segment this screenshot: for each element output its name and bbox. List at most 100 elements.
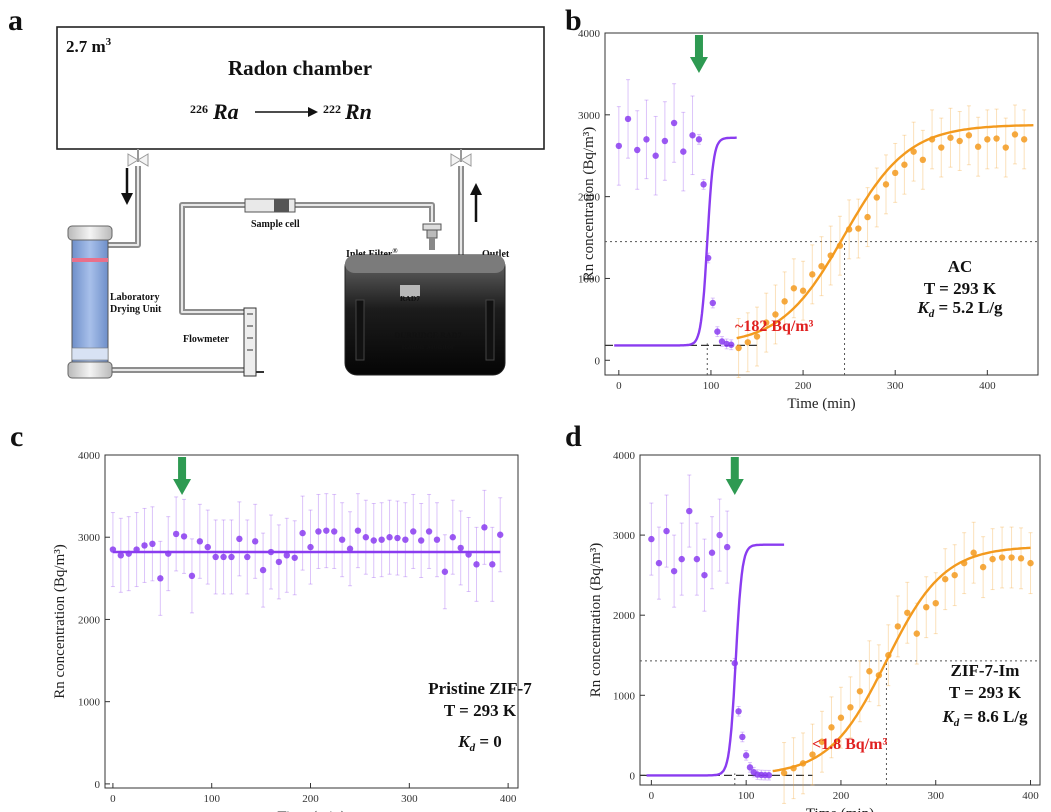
x-tick-label: 400	[500, 793, 517, 805]
x-tick-label: 100	[703, 380, 720, 392]
data-point	[742, 752, 750, 759]
y-tick-label: 0	[595, 355, 601, 367]
data-point	[386, 534, 393, 541]
panel-label-d: d	[565, 420, 582, 453]
green-arrow-head	[689, 57, 708, 73]
annotation-line: T = 293 K	[949, 683, 1022, 702]
data-point	[1008, 554, 1015, 561]
y-tick-label: 2000	[578, 192, 601, 204]
y-tick-label: 2000	[613, 610, 636, 622]
data-point	[901, 161, 908, 168]
annotation-line: Pristine ZIF-7	[428, 679, 532, 698]
data-point	[402, 536, 409, 543]
data-point	[701, 571, 708, 579]
data-point	[735, 708, 742, 715]
data-point	[818, 738, 826, 745]
data-point	[923, 603, 930, 611]
kd-subscript: d	[929, 308, 935, 320]
data-point	[670, 567, 678, 575]
data-point	[394, 534, 401, 542]
data-point	[780, 769, 788, 777]
data-point	[904, 609, 911, 616]
data-point	[765, 772, 773, 779]
data-point	[856, 688, 864, 695]
y-tick-label: 3000	[578, 110, 601, 122]
data-point	[809, 751, 816, 758]
green-arrow-icon	[689, 35, 708, 73]
data-point	[984, 136, 991, 143]
y-tick-label: 0	[630, 770, 636, 782]
data-point	[809, 271, 816, 278]
x-tick-label: 300	[927, 790, 944, 802]
green-arrow-shaft	[178, 457, 187, 481]
data-point	[847, 704, 854, 711]
data-point	[362, 534, 370, 541]
data-point	[188, 572, 196, 580]
data-point	[965, 132, 973, 139]
data-point	[648, 535, 655, 543]
data-point	[855, 225, 862, 232]
y-tick-label: 1000	[613, 690, 636, 702]
data-point	[180, 533, 188, 540]
data-point	[828, 724, 835, 731]
data-point	[993, 135, 1000, 142]
data-point	[678, 555, 685, 563]
data-point	[634, 146, 641, 154]
data-point	[724, 543, 731, 551]
data-point	[919, 156, 927, 164]
data-point	[728, 341, 735, 348]
data-point	[354, 527, 362, 534]
data-point	[947, 134, 954, 141]
data-point	[998, 554, 1006, 561]
data-point	[141, 542, 148, 549]
kd-annotation: Kd = 5.2 L/g	[916, 298, 1003, 320]
data-point	[979, 563, 987, 571]
data-point	[624, 115, 632, 123]
data-point	[956, 137, 963, 145]
kd-value: = 5.2 L/g	[934, 298, 1003, 317]
y-tick-label: 3000	[613, 530, 636, 542]
data-point	[331, 528, 338, 535]
x-tick-label: 300	[401, 793, 418, 805]
x-axis-label: Time (min)	[806, 806, 874, 812]
data-point	[781, 298, 788, 305]
data-point	[196, 538, 204, 545]
data-point	[259, 566, 267, 574]
data-point	[661, 137, 669, 145]
annotation-line: T = 293 K	[444, 701, 517, 720]
data-point	[370, 537, 377, 544]
minimum-label: ~182 Bq/m³	[735, 318, 814, 335]
y-tick-label: 1000	[578, 273, 601, 285]
y-tick-label: 4000	[78, 450, 101, 462]
kd-value: = 8.6 L/g	[959, 707, 1028, 726]
data-point	[417, 537, 425, 544]
x-tick-label: 200	[302, 793, 319, 805]
x-tick-label: 200	[833, 790, 850, 802]
data-point	[744, 339, 751, 346]
data-point	[497, 531, 504, 538]
green-arrow-shaft	[694, 35, 703, 59]
data-point	[338, 536, 346, 543]
data-point	[615, 142, 623, 150]
data-point	[457, 544, 464, 552]
y-tick-label: 4000	[613, 450, 636, 462]
green-arrow-shaft	[730, 457, 739, 481]
data-point	[693, 555, 701, 563]
fit-curve	[646, 543, 785, 777]
data-point	[989, 555, 996, 563]
data-point	[157, 575, 164, 582]
data-point	[763, 319, 770, 326]
data-point	[244, 553, 251, 561]
data-point	[910, 148, 917, 155]
data-point	[323, 527, 330, 534]
data-point	[873, 194, 880, 201]
plot-frame	[604, 32, 1039, 376]
green-arrow-icon	[173, 457, 192, 495]
data-point	[695, 136, 703, 143]
data-point	[663, 527, 670, 535]
data-point	[172, 530, 180, 538]
data-point	[892, 169, 899, 177]
